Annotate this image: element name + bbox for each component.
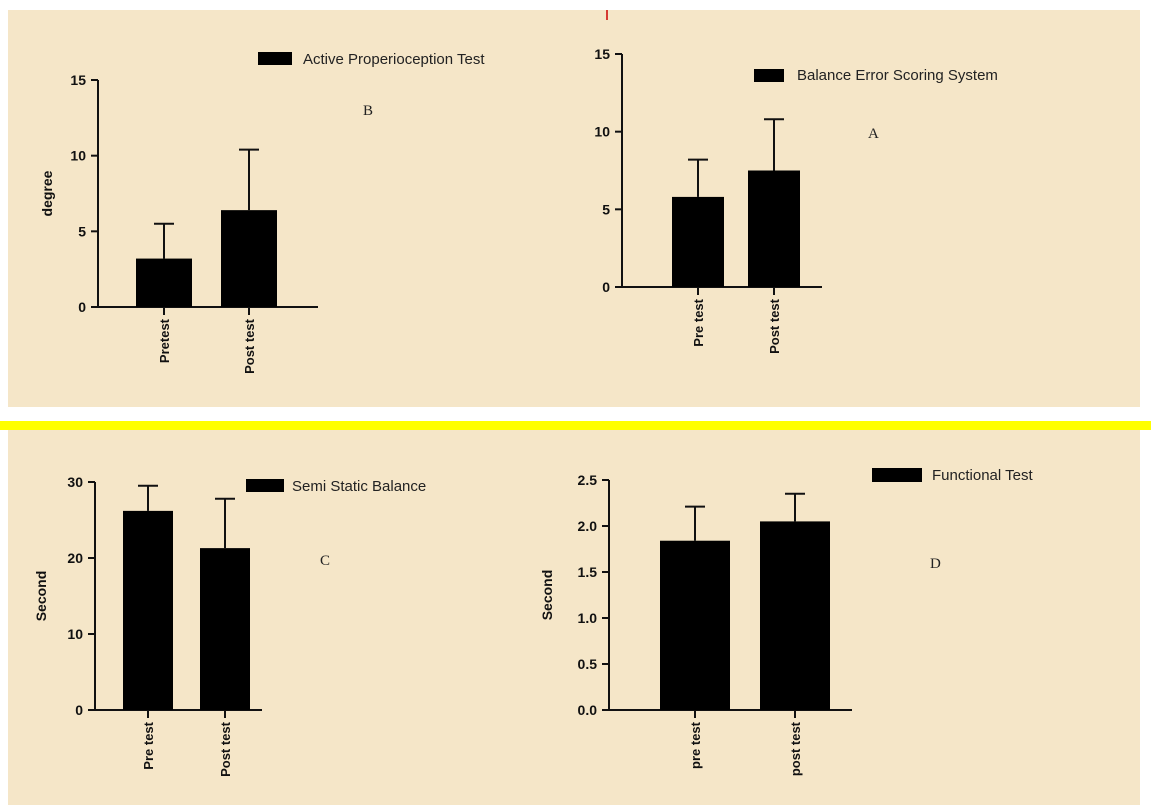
y-tick-label: 2.5: [578, 472, 598, 488]
y-tick-label: 5: [78, 223, 86, 239]
y-tick-label: 10: [70, 148, 86, 164]
category-label-pre-test: Pre test: [141, 721, 156, 769]
legend-label: Semi Static Balance: [292, 478, 426, 495]
category-label-post-test: Post test: [767, 298, 782, 354]
panel-letter: D: [930, 556, 941, 572]
bar-post-test: [760, 521, 830, 710]
chart-c-semi-static-balance: 0 10 20 30 Second Pre test Post test Semi Stati…: [33, 474, 426, 777]
legend-label: Active Properioception Test: [303, 51, 485, 68]
bar-pre-test: [123, 510, 173, 710]
legend-label: Balance Error Scoring System: [797, 67, 998, 84]
panel-letter: A: [868, 126, 879, 142]
y-tick-label: 15: [594, 46, 610, 62]
bar-pre-test: [660, 540, 730, 710]
legend-swatch: [246, 479, 284, 492]
y-tick-label: 30: [67, 474, 83, 490]
bar-post-test: [221, 210, 277, 307]
y-tick-label: 2.0: [578, 518, 598, 534]
panel-letter: B: [363, 103, 373, 119]
y-tick-label: 0: [78, 299, 86, 315]
panel-letter: C: [320, 553, 330, 569]
y-axis-label: Second: [539, 570, 555, 621]
bar-pre-test: [672, 196, 724, 287]
yellow-divider: [0, 421, 1151, 430]
y-tick-label: 5: [602, 201, 610, 217]
legend-swatch: [258, 52, 292, 65]
category-label-pre-test: pre test: [688, 721, 703, 769]
bar-post-test: [200, 548, 250, 710]
bar-post-test: [748, 170, 800, 287]
y-tick-label: 1.0: [578, 610, 598, 626]
y-tick-label: 10: [594, 124, 610, 140]
y-tick-label: 0.5: [578, 656, 598, 672]
y-tick-label: 10: [67, 626, 83, 642]
category-label-pre-test: Pre test: [691, 298, 706, 346]
category-label-pretest: Pretest: [157, 318, 172, 363]
y-tick-label: 0.0: [578, 702, 598, 718]
top-panel-background: [8, 10, 1140, 407]
y-tick-label: 0: [75, 702, 83, 718]
y-tick-label: 0: [602, 279, 610, 295]
y-axis-label: Second: [33, 571, 49, 622]
y-tick-label: 20: [67, 550, 83, 566]
legend-label: Functional Test: [932, 467, 1033, 484]
chart-a-balance-error-scoring: 0 5 10 15 Pre test Post test Balance Error Sco…: [594, 46, 998, 354]
y-axis-label: degree: [39, 170, 55, 216]
chart-b-active-proprioception: 0 5 10 15 degree Pretest Post test Active Prope…: [39, 51, 485, 374]
category-label-post-test: Post test: [218, 721, 233, 777]
category-label-post-test: Post test: [242, 318, 257, 374]
category-label-post-test: post test: [788, 721, 803, 776]
legend-swatch: [754, 69, 784, 82]
y-tick-label: 1.5: [578, 564, 598, 580]
legend-swatch: [872, 468, 922, 482]
y-tick-label: 15: [70, 72, 86, 88]
bottom-panel-background: [8, 430, 1140, 805]
chart-d-functional-test: 0.0 0.5 1.0 1.5 2.0 2.5 Second pre test post tes…: [539, 467, 1033, 776]
bar-pretest: [136, 258, 192, 307]
